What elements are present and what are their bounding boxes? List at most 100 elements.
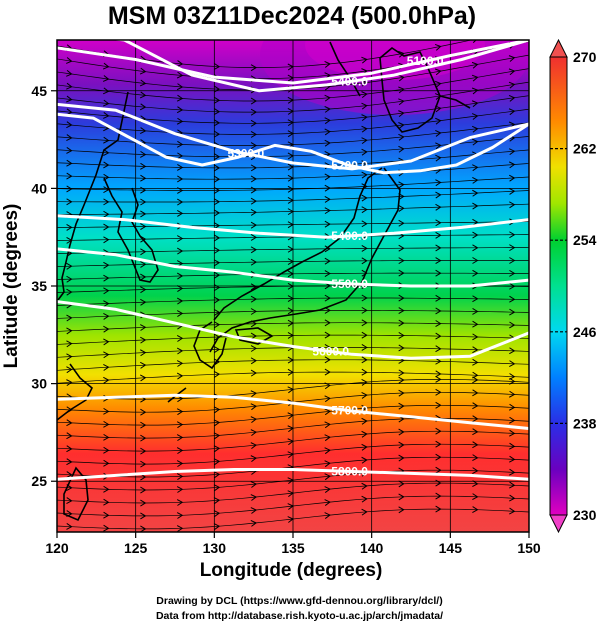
- streamline-arrow: [103, 274, 110, 282]
- streamline-arrow: [103, 351, 110, 359]
- streamline-arrow: [472, 454, 479, 462]
- streamline-arrow: [361, 482, 368, 490]
- streamline-arrow: [250, 442, 258, 449]
- streamline-arrow: [361, 269, 368, 277]
- streamline-arrow: [435, 130, 442, 137]
- streamline-arrow: [324, 184, 331, 192]
- y-tick-label: 25: [31, 473, 47, 489]
- streamline-arrow: [139, 79, 147, 87]
- chart-title: MSM 03Z11Dec2024 (500.0hPa): [108, 2, 476, 30]
- streamline-arrow: [324, 173, 331, 181]
- height-contour-line: [57, 468, 529, 481]
- streamline-arrow: [102, 87, 110, 95]
- streamline-arrow: [509, 507, 516, 515]
- streamline-arrow: [435, 375, 442, 383]
- streamline-arrow: [361, 356, 368, 364]
- x-tick-label: 150: [517, 540, 541, 556]
- streamline-arrow: [250, 345, 258, 352]
- streamline-arrow: [66, 510, 73, 518]
- streamline-arrow: [361, 220, 368, 228]
- streamline-arrow: [140, 447, 147, 455]
- streamline-arrow: [250, 519, 258, 527]
- streamline-arrow: [398, 269, 405, 277]
- coastline-kuril: [439, 95, 471, 109]
- streamline-arrow: [435, 332, 442, 340]
- streamline-arrow: [176, 152, 184, 160]
- streamline-arrow: [140, 223, 147, 230]
- streamline-arrow: [472, 371, 479, 379]
- streamline-arrow: [103, 376, 110, 384]
- streamline-arrow: [509, 347, 516, 355]
- x-axis-ticks: 120 125 130 135 140 145 150: [45, 532, 541, 556]
- streamline-arrow: [472, 428, 479, 436]
- streamline-arrow: [472, 189, 479, 197]
- streamline-arrow: [250, 416, 258, 423]
- streamline-arrow: [287, 196, 294, 204]
- streamline-arrow: [176, 163, 184, 171]
- streamline-arrow: [361, 171, 368, 179]
- streamline-arrow: [103, 511, 110, 519]
- streamline-arrow: [140, 174, 147, 182]
- streamline-arrow: [287, 130, 294, 138]
- streamline-arrow: [324, 460, 331, 468]
- coastline: [57, 41, 471, 522]
- streamline-arrow: [324, 94, 331, 102]
- streamline-arrow: [435, 345, 442, 353]
- streamline-arrow: [250, 429, 258, 436]
- streamline-arrow: [176, 83, 184, 91]
- streamline-arrow: [250, 369, 258, 377]
- streamline-arrow: [398, 244, 405, 252]
- streamline-arrow: [213, 370, 221, 378]
- streamline-arrow: [140, 499, 147, 507]
- streamline-arrow: [398, 307, 405, 314]
- streamline-arrow: [176, 94, 184, 102]
- streamline-arrow: [398, 219, 405, 227]
- streamline-arrow: [176, 473, 184, 481]
- streamline-arrow: [250, 175, 258, 183]
- streamline-arrow: [66, 432, 73, 440]
- streamline-arrow: [398, 376, 405, 384]
- streamline-arrow: [176, 434, 184, 442]
- streamline-arrow: [324, 408, 331, 416]
- streamline-arrow: [103, 407, 110, 415]
- streamline-arrow: [287, 307, 294, 315]
- streamline-arrow: [435, 105, 442, 113]
- streamline-arrow: [103, 364, 110, 371]
- streamline-arrow: [176, 499, 184, 506]
- streamline-arrow: [213, 284, 221, 292]
- streamline-arrow: [213, 406, 221, 414]
- streamline-arrow: [103, 485, 110, 493]
- streamline-arrow: [250, 390, 258, 398]
- streamline-arrow: [398, 319, 405, 327]
- streamline-arrow: [176, 347, 184, 355]
- streamline-arrow: [509, 28, 515, 35]
- streamline-arrow: [398, 454, 405, 462]
- streamline-arrow: [398, 98, 405, 106]
- streamline-arrow: [324, 343, 331, 351]
- streamline-arrow: [472, 493, 479, 501]
- streamline-arrow: [140, 408, 147, 416]
- streamline-arrow: [176, 512, 184, 519]
- streamline-arrow: [361, 508, 368, 516]
- streamline-arrow: [472, 467, 479, 475]
- streamline-arrow: [324, 356, 331, 364]
- streamline-arrow: [361, 392, 368, 399]
- streamline-arrow: [435, 307, 442, 315]
- streamline-arrow: [287, 477, 294, 485]
- streamline-arrow: [176, 486, 184, 493]
- credit-data: Data from http://database.rish.kyoto-u.a…: [155, 610, 444, 622]
- streamline-arrow: [66, 57, 73, 64]
- streamline-arrow: [213, 458, 221, 466]
- streamline-arrow: [287, 63, 294, 71]
- streamline-arrow: [176, 360, 184, 367]
- streamline-arrow: [472, 480, 479, 488]
- streamline-arrow: [398, 344, 405, 352]
- streamline-arrow: [324, 434, 331, 442]
- streamline-arrow: [176, 60, 184, 68]
- streamline-arrow: [472, 202, 479, 210]
- streamline-arrow: [177, 235, 184, 243]
- streamline-arrow: [103, 287, 110, 295]
- streamline-arrow: [140, 460, 147, 468]
- colorbar-tick-label: 254: [573, 232, 597, 248]
- streamline-arrow: [250, 108, 258, 116]
